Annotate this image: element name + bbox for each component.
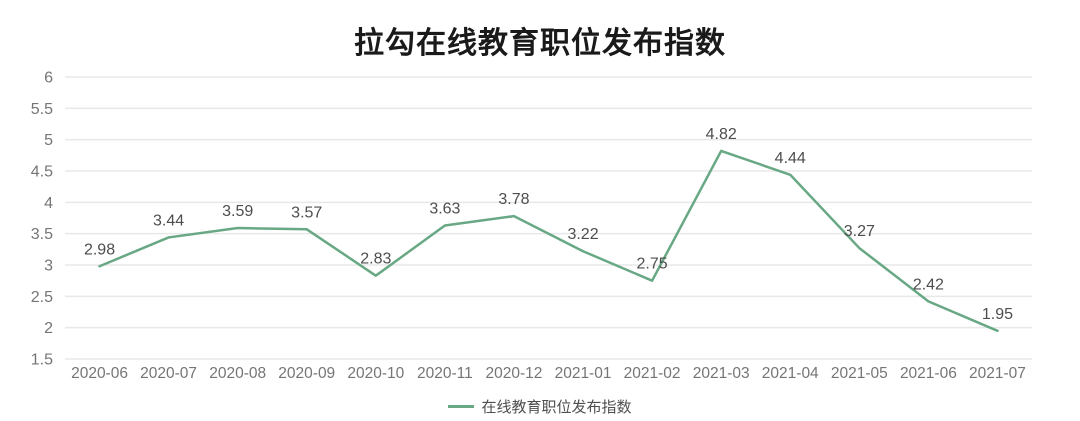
x-axis-tick-label: 2021-05	[831, 365, 888, 382]
y-axis-tick-label: 4	[44, 195, 53, 212]
data-label: 3.44	[153, 212, 184, 229]
legend-line-swatch-icon	[448, 405, 475, 408]
data-label: 1.95	[982, 306, 1013, 323]
y-axis-tick-label: 5	[44, 132, 53, 149]
data-label: 3.27	[844, 223, 875, 240]
data-label: 3.22	[567, 226, 598, 243]
x-axis-tick-label: 2021-07	[969, 365, 1026, 382]
data-label: 4.44	[775, 150, 806, 167]
y-axis-tick-label: 2.5	[31, 289, 53, 306]
data-label: 2.98	[84, 241, 115, 258]
legend-item[interactable]: 在线教育职位发布指数	[448, 396, 632, 417]
x-axis-tick-label: 2020-10	[347, 365, 404, 382]
data-label: 3.57	[291, 204, 322, 221]
data-label: 2.75	[637, 256, 668, 273]
x-axis-tick-label: 2020-11	[417, 365, 473, 382]
y-axis-tick-label: 6	[44, 70, 53, 87]
x-axis-tick-label: 2021-03	[693, 365, 750, 382]
y-axis-tick-label: 5.5	[31, 101, 53, 118]
y-axis-tick-label: 1.5	[31, 352, 53, 369]
x-axis-tick-label: 2020-08	[209, 365, 266, 382]
chart-legend: 在线教育职位发布指数	[0, 396, 1080, 417]
legend-label: 在线教育职位发布指数	[481, 399, 632, 416]
data-labels: 2.98 3.44 3.59 3.57 2.83 3.63 3.78 3.22 2.75 4.82…	[84, 126, 1013, 323]
gridlines	[65, 76, 1032, 360]
data-label: 3.78	[498, 191, 529, 208]
chart-title: 拉勾在线教育职位发布指数	[354, 27, 726, 60]
y-axis-tick-label: 3	[44, 258, 53, 275]
data-label: 2.42	[913, 276, 944, 293]
x-axis-tick-label: 2021-04	[762, 365, 819, 382]
y-axis-tick-label: 2	[44, 320, 53, 337]
data-label: 4.82	[706, 126, 737, 143]
x-axis-tick-label: 2021-02	[624, 365, 681, 382]
x-axis-tick-label: 2020-12	[486, 365, 543, 382]
data-series-line	[98, 149, 999, 333]
x-axis-tick-label: 2020-09	[278, 365, 335, 382]
data-label: 3.59	[222, 203, 253, 220]
x-axis-tick-label: 2020-07	[140, 365, 197, 382]
y-axis-tick-label: 4.5	[31, 164, 53, 181]
x-axis-tick-label: 2021-01	[555, 365, 612, 382]
y-axis-labels: 6 5.5 5 4.5 4 3.5 3 2.5 2 1.5	[31, 70, 53, 369]
x-axis-tick-label: 2020-06	[71, 365, 128, 382]
y-axis-tick-label: 3.5	[31, 226, 53, 243]
data-label: 2.83	[360, 251, 391, 268]
x-axis-labels: 2020-06 2020-07 2020-08 2020-09 2020-10 2020-…	[71, 365, 1026, 382]
x-axis-tick-label: 2021-06	[900, 365, 957, 382]
data-label: 3.63	[429, 201, 460, 218]
